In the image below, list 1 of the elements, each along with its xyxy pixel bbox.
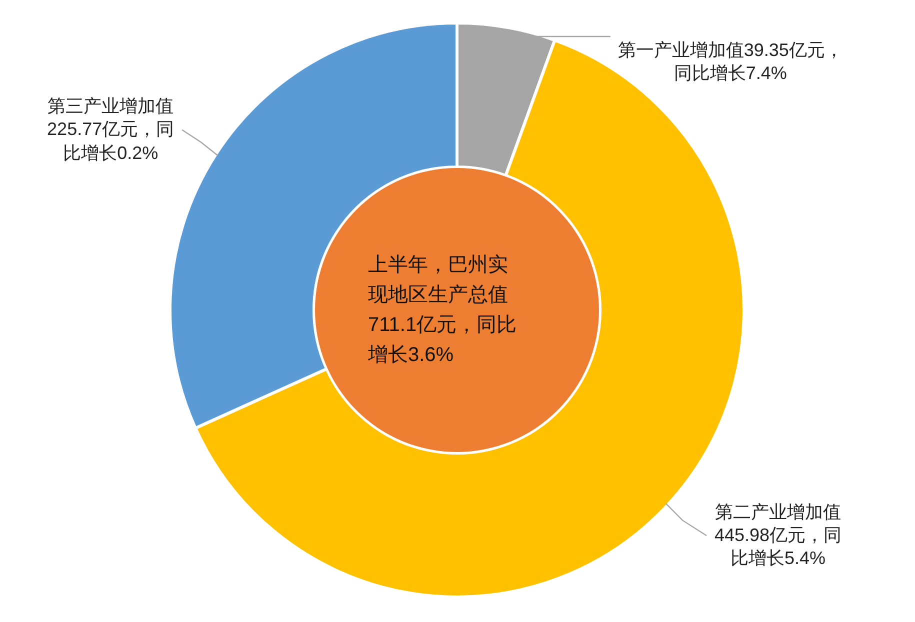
annotation: 上半年，巴州实现地区生产总值711.1亿元，同比增长3.6% <box>368 253 518 368</box>
